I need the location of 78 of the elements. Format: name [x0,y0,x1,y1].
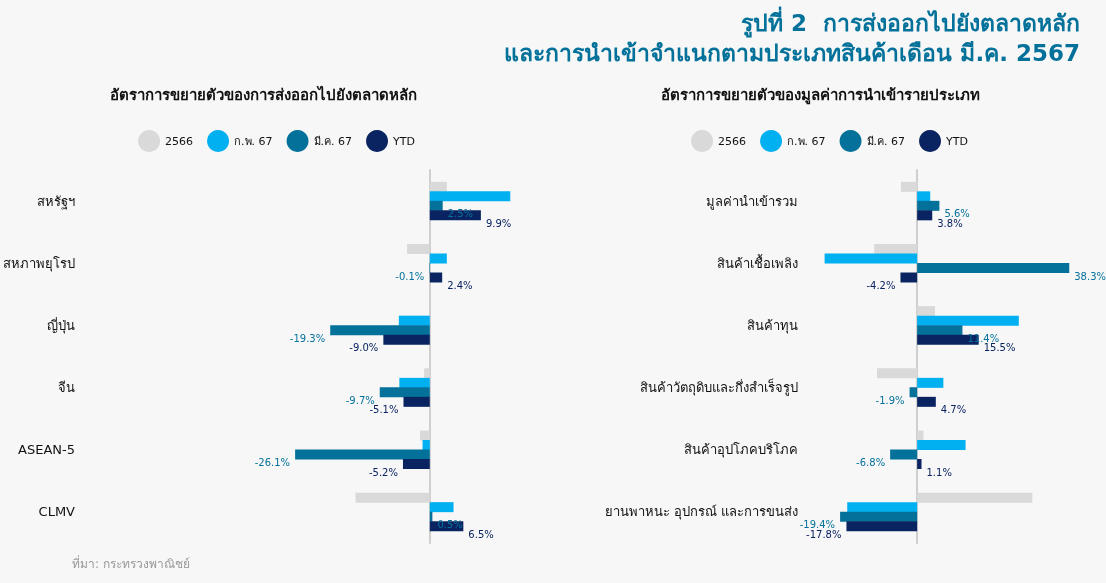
legend-label: มี.ค. 67 [313,134,353,148]
data-label: 6.5% [468,528,494,540]
bar [917,440,966,450]
bar [846,521,918,532]
legend-label: YTD [392,134,415,148]
data-label: 38.3% [1074,270,1106,282]
chart-subtitle: อัตราการขยายตัวของมูลค่าการนำเข้ารายประเภท [660,85,981,107]
data-label: -17.8% [806,528,842,540]
bar [429,253,447,264]
bar [429,191,511,202]
bar [890,449,918,460]
y-tick-label: ยานพาหนะ อุปกรณ์ และการขนส่ง [604,504,798,521]
bar [917,459,922,469]
y-tick-label: ASEAN-5 [18,442,75,458]
data-label: -9.7% [345,394,375,406]
bar [917,191,931,202]
bar [429,272,443,283]
data-label: -9.0% [349,342,379,354]
bar [402,459,430,469]
bar [295,449,430,460]
bar [379,387,430,398]
y-tick-label: มูลค่านำเข้ารวม [706,193,798,210]
bar [399,377,430,388]
y-tick-label: ญี่ปุ่น [47,316,75,334]
bar [398,315,430,326]
data-label: 2.5% [447,208,474,220]
bar [847,502,918,513]
data-label: -1.9% [875,394,905,406]
bar [917,210,933,221]
bar [917,200,940,211]
data-label: -0.1% [395,270,425,282]
data-label: 9.9% [485,217,512,229]
y-tick-label: สหรัฐฯ [37,193,75,210]
bar [900,272,918,283]
data-label: 2.4% [447,280,473,291]
legend-label: 2566 [718,134,747,148]
bar [917,263,1070,273]
bar [429,502,454,513]
bar [917,396,936,407]
data-label: -19.3% [289,332,326,344]
data-label: 5.6% [944,208,970,220]
legend-label: มี.ค. 67 [866,134,906,148]
data-label: 1.1% [926,466,952,478]
bar [917,377,944,388]
y-tick-label: สหภาพยุโรป [3,255,75,272]
y-tick-label: CLMV [38,504,76,520]
legend-label: 2566 [165,134,194,148]
bar [917,315,1019,326]
y-tick-label: สินค้าอุปโภคบริโภค [684,442,798,459]
bar [909,387,918,398]
bar [422,440,430,450]
data-label: -4.2% [866,280,896,291]
data-label: 3.8% [937,217,963,229]
bar [840,511,918,522]
bar [429,200,443,211]
data-label: -26.1% [254,457,291,468]
y-tick-label: สินค้าเชื้อเพลิง [717,253,798,271]
legend-label: YTD [945,134,968,148]
text: รูปที่ 2 การส่งออกไปยังตลาดหลัก และการนำเข้าจำแนกตามประเภทสินค้าเดือน มี.ค. 2567 [504,8,1080,68]
data-label: -6.8% [856,457,886,468]
data-label: -19.4% [799,519,836,531]
y-tick-label: สินค้าทุน [747,317,798,334]
data-label: 15.5% [983,342,1016,354]
bar [403,396,430,407]
chart-subtitle: อัตราการขยายตัวของการส่งออกไปยังตลาดหลัก [109,84,418,106]
legend-label: ก.พ. 67 [787,134,826,148]
bar [824,253,918,264]
data-label: 0.5% [437,519,463,531]
data-label: -5.2% [368,466,398,478]
y-tick-label: สินค้าวัตถุดิบและกึ่งสำเร็จรูป [640,378,798,397]
y-tick-label: จีน [58,380,75,396]
bar [330,325,430,336]
data-label: -5.1% [369,404,399,416]
bar [383,334,430,345]
legend-label: ก.พ. 67 [234,134,273,148]
text: ที่มา: กระทรวงพาณิชย์ [72,554,190,573]
bar [917,325,963,336]
data-label: 4.7% [940,404,967,416]
